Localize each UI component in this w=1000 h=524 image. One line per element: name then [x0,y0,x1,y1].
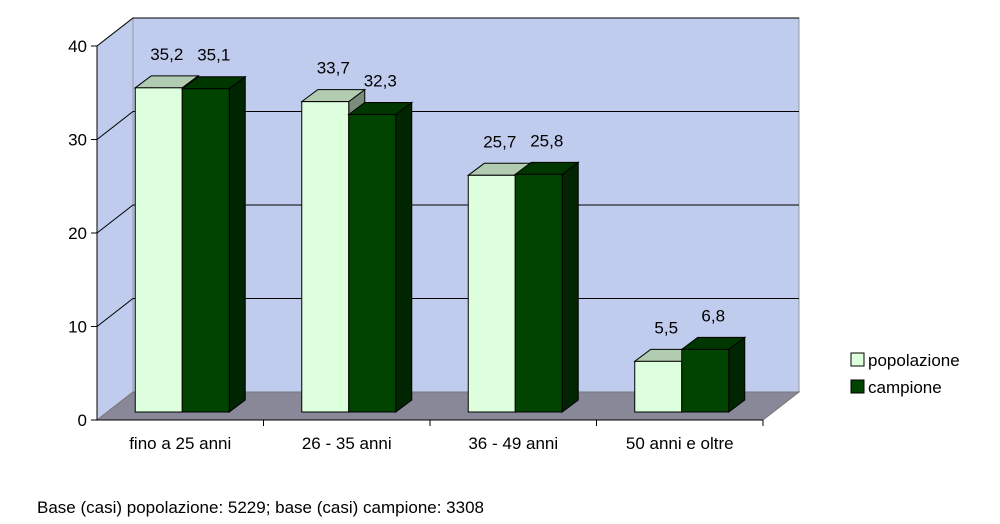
bar-front [348,114,397,413]
bar-front [301,101,350,413]
bars [133,74,747,413]
bar-front [181,88,230,413]
x-tick-label: fino a 25 anni [129,434,231,453]
bar-side [728,336,746,413]
y-tick-label: 10 [68,318,87,337]
legend-box [838,339,998,414]
x-tick-label: 26 - 35 anni [302,434,392,453]
y-tick-label: 0 [78,411,87,430]
bar-side [561,161,579,413]
data-label: 33,7 [317,59,350,78]
bar-front [681,348,730,413]
data-label: 6,8 [701,306,725,325]
bar-front [514,173,563,413]
bar-campione [180,75,247,413]
legend-label: campione [868,378,942,397]
legend-swatch [850,352,865,367]
bar-side [395,101,413,413]
y-tick-label: 30 [68,131,87,150]
bar-side [228,75,246,413]
y-tick-label: 20 [68,224,87,243]
legend-label: popolazione [868,351,960,370]
y-tick-label: 40 [68,37,87,56]
x-tick-label: 36 - 49 anni [468,434,558,453]
data-label: 25,8 [530,131,563,150]
legend-swatch [850,379,865,394]
gridline [96,17,799,47]
data-labels: 35,2 35,1 33,7 32,3 25,7 25,8 5,5 6,8 [150,45,725,338]
data-label: 35,2 [150,45,183,64]
footnote: Base (casi) popolazione: 5229; base (cas… [37,498,484,517]
data-label: 32,3 [364,72,397,91]
bar-front [634,360,683,413]
x-tick-label: 50 anni e oltre [626,434,734,453]
legend: popolazione campione [838,339,998,414]
data-label: 25,7 [483,132,516,151]
axes: 0 10 20 30 40 fino a 25 anni 26 - 35 anni 36 - … [68,37,764,453]
gridline [96,111,799,140]
bar-campione [347,101,414,413]
data-label: 5,5 [654,318,678,337]
bar-campione [680,336,747,413]
bar-front [467,174,516,413]
bar-campione [513,161,580,413]
data-label: 35,1 [197,46,230,65]
bar-front [134,87,183,413]
